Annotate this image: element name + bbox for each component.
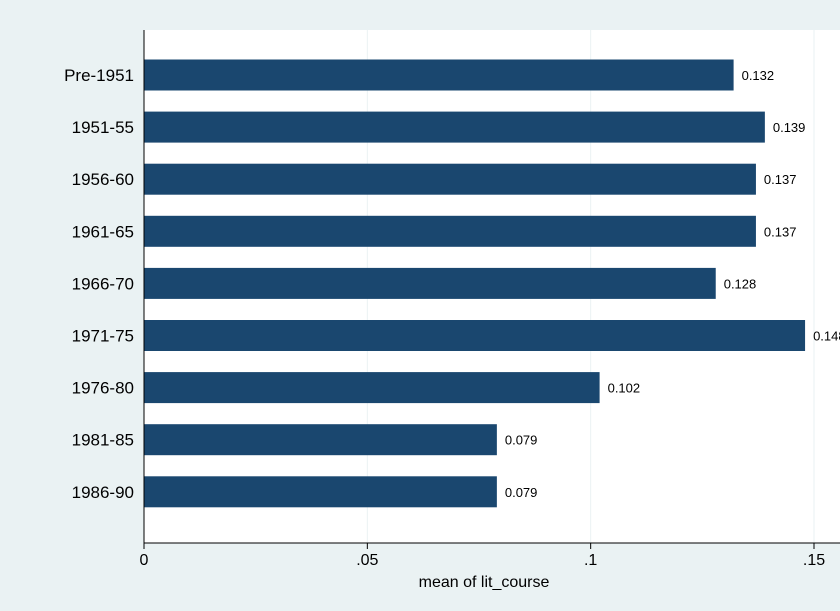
bar [144, 163, 756, 195]
category-label: Pre-1951 [64, 66, 134, 85]
bar [144, 476, 497, 508]
value-label: 0.137 [764, 224, 797, 239]
value-label: 0.139 [773, 120, 806, 135]
x-tick-label: .1 [584, 552, 597, 569]
bar [144, 59, 734, 91]
category-label: 1976-80 [72, 379, 134, 398]
category-label: 1951-55 [72, 118, 134, 137]
value-label: 0.079 [505, 485, 538, 500]
value-labels: 0.132 0.139 0.137 0.137 0.128 0.148 0.102 0.079… [505, 68, 840, 500]
value-label: 0.148 [813, 329, 840, 344]
axes [143, 30, 840, 544]
bar [144, 372, 600, 404]
category-labels: Pre-1951 1951-55 1956-60 1961-65 1966-70 1971… [64, 66, 134, 502]
x-tick-label: .15 [803, 552, 825, 569]
bar [144, 267, 716, 299]
x-tick-label: .05 [356, 552, 378, 569]
category-label: 1981-85 [72, 431, 134, 450]
bar [144, 424, 497, 456]
category-label: 1956-60 [72, 170, 134, 189]
value-label: 0.079 [505, 433, 538, 448]
value-label: 0.132 [742, 68, 775, 83]
value-label: 0.137 [764, 172, 797, 187]
x-tick-label: 0 [140, 552, 149, 569]
category-label: 1961-65 [72, 222, 134, 241]
category-label: 1966-70 [72, 274, 134, 293]
bar [144, 111, 765, 143]
value-label: 0.128 [724, 276, 757, 291]
bar [144, 215, 756, 247]
x-tick-labels: 0 .05 .1 .15 [140, 543, 825, 569]
category-label: 1971-75 [72, 327, 134, 346]
category-label: 1986-90 [72, 483, 134, 502]
x-axis-title: mean of lit_course [419, 574, 550, 591]
bars [144, 59, 806, 508]
bar [144, 320, 806, 351]
value-label: 0.102 [608, 381, 641, 396]
